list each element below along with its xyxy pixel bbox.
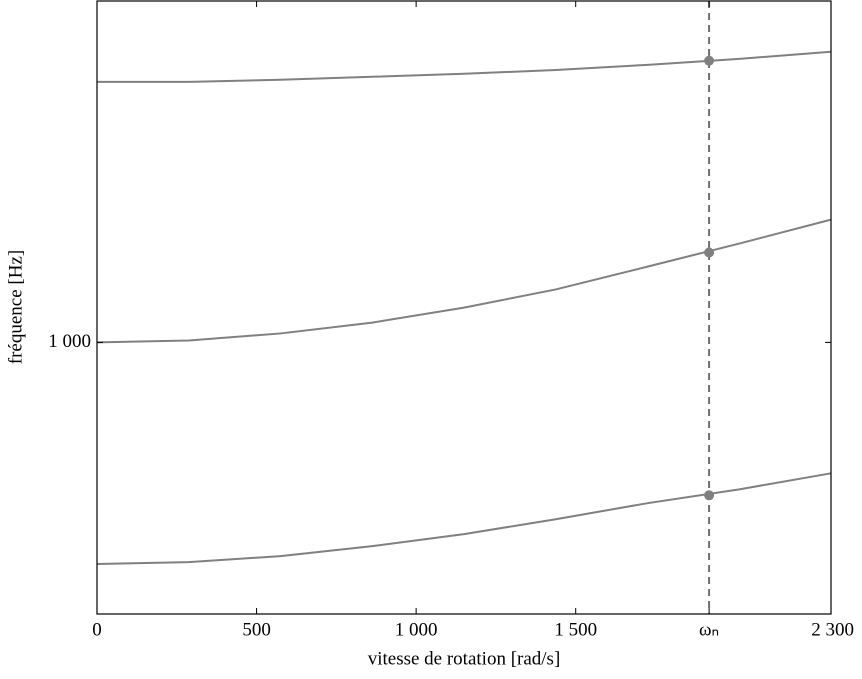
x-tick-label: 1 500: [554, 619, 597, 640]
series-line: [97, 50, 832, 83]
series-line: [96, 218, 832, 344]
marker: [704, 55, 715, 66]
y-axis-label: fréquence [Hz]: [5, 250, 26, 364]
x-tick-label: 500: [242, 619, 271, 640]
y-tick-label: 1 000: [48, 331, 91, 352]
x-tick-label: ωₙ: [699, 619, 719, 640]
x-axis-label: vitesse de rotation [rad/s]: [368, 648, 561, 669]
marker: [704, 490, 715, 501]
x-tick-label: 1 000: [395, 619, 438, 640]
x-tick-label: 2 300: [811, 619, 854, 640]
marker: [704, 247, 715, 258]
x-tick-label: 0: [92, 619, 102, 640]
plot-frame: [96, 0, 832, 615]
series-line: [96, 472, 832, 566]
